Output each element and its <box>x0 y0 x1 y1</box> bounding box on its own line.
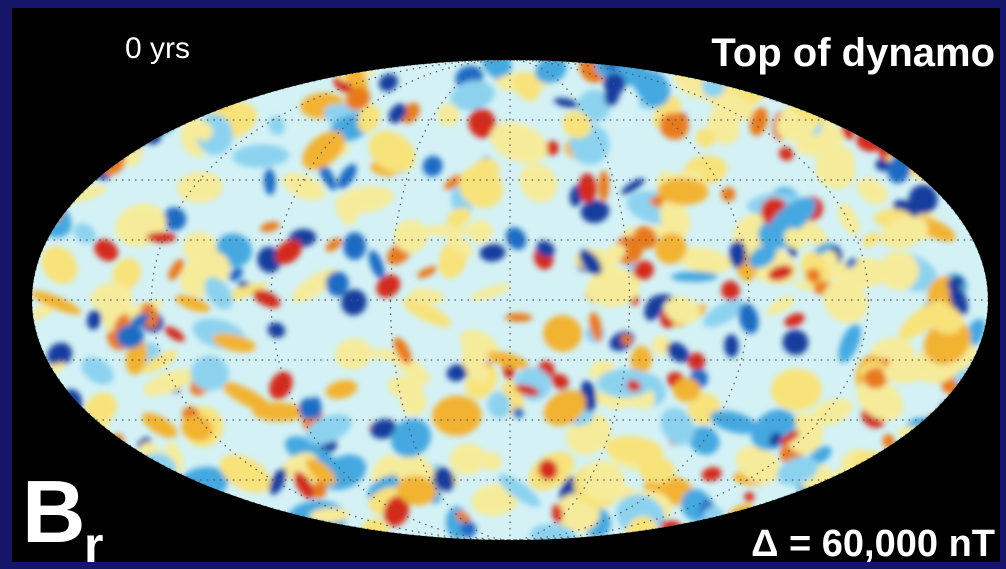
field-patch <box>343 232 366 260</box>
figure: 0 yrs Top of dynamo B r Δ = 60,000 nT <box>0 0 1006 569</box>
field-symbol: B <box>22 462 86 561</box>
field-subscript: r <box>84 517 103 569</box>
page: 0 yrs Top of dynamo B r Δ = 60,000 nT ((… <box>0 0 1006 569</box>
panel-title: Top of dynamo <box>711 31 995 75</box>
scale-label: Δ = 60,000 nT <box>751 523 995 565</box>
time-label: 0 yrs <box>125 32 190 65</box>
